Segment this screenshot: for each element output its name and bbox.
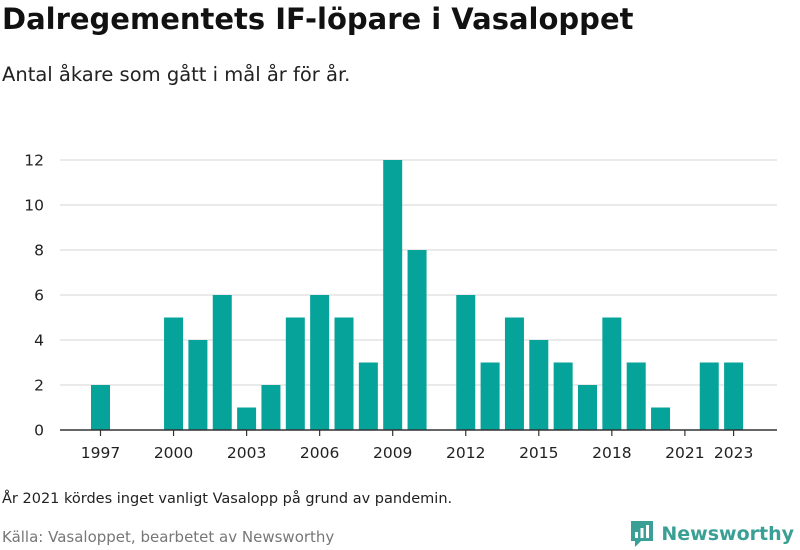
bar-2018 xyxy=(602,317,622,430)
x-tick-label: 2009 xyxy=(373,444,412,462)
bar-2017 xyxy=(578,385,597,430)
y-tick-label: 6 xyxy=(34,287,44,305)
bar-2001 xyxy=(188,340,208,430)
bar-2023 xyxy=(724,362,744,430)
y-tick-label: 8 xyxy=(34,242,44,260)
y-tick-label: 0 xyxy=(34,422,44,440)
newsworthy-logo: Newsworthy xyxy=(629,519,794,549)
chart-note: År 2021 kördes inget vanligt Vasalopp på… xyxy=(2,491,453,507)
x-tick-label: 2015 xyxy=(519,444,558,462)
bar-2008 xyxy=(358,362,378,430)
bar-2007 xyxy=(334,317,354,430)
bar-2002 xyxy=(212,295,232,430)
bar-2005 xyxy=(285,317,305,430)
x-axis-ticks: 1997 2000 2003 2006 2009 2012 2015 2018 2021 2023 xyxy=(81,430,753,462)
bar-2003 xyxy=(237,407,257,430)
bar-2022 xyxy=(699,362,719,430)
bar-1997 xyxy=(91,385,110,430)
y-tick-label: 12 xyxy=(24,152,44,170)
x-tick-label: 2018 xyxy=(592,444,631,462)
x-tick-label: 2000 xyxy=(154,444,193,462)
newsworthy-logo-icon xyxy=(631,521,654,547)
bar-2013 xyxy=(480,362,500,430)
chart-subtitle: Antal åkare som gått i mål år för år. xyxy=(2,63,351,86)
bars xyxy=(91,160,744,430)
x-tick-label: 2003 xyxy=(227,444,266,462)
y-axis-ticks: 0 2 4 6 8 10 12 xyxy=(24,152,44,440)
bar-chart: 0 2 4 6 8 10 12 1997 2000 2003 2006 2009 2012 2015 20… xyxy=(24,152,777,462)
chart-source: Källa: Vasaloppet, bearbetet av Newswort… xyxy=(2,528,335,546)
logo-text: Newsworthy xyxy=(661,523,794,545)
x-tick-label: 2021 xyxy=(665,444,704,462)
x-tick-label: 2023 xyxy=(714,444,753,462)
x-tick-label: 1997 xyxy=(81,444,120,462)
y-tick-label: 4 xyxy=(34,332,44,350)
x-tick-label: 2012 xyxy=(446,444,485,462)
x-tick-label: 2006 xyxy=(300,444,339,462)
bar-2016 xyxy=(553,362,573,430)
bar-2006 xyxy=(310,295,330,430)
bar-2014 xyxy=(504,317,524,430)
y-tick-label: 10 xyxy=(24,197,44,215)
bar-2009 xyxy=(383,160,403,430)
bar-2019 xyxy=(626,362,646,430)
bar-2012 xyxy=(456,295,476,430)
chart-title: Dalregementets IF-löpare i Vasaloppet xyxy=(2,2,634,36)
bar-2004 xyxy=(261,385,281,430)
y-tick-label: 2 xyxy=(34,377,44,395)
bar-2010 xyxy=(407,250,427,430)
bar-2020 xyxy=(651,407,671,430)
bar-2015 xyxy=(529,340,549,430)
bar-2000 xyxy=(164,317,184,430)
